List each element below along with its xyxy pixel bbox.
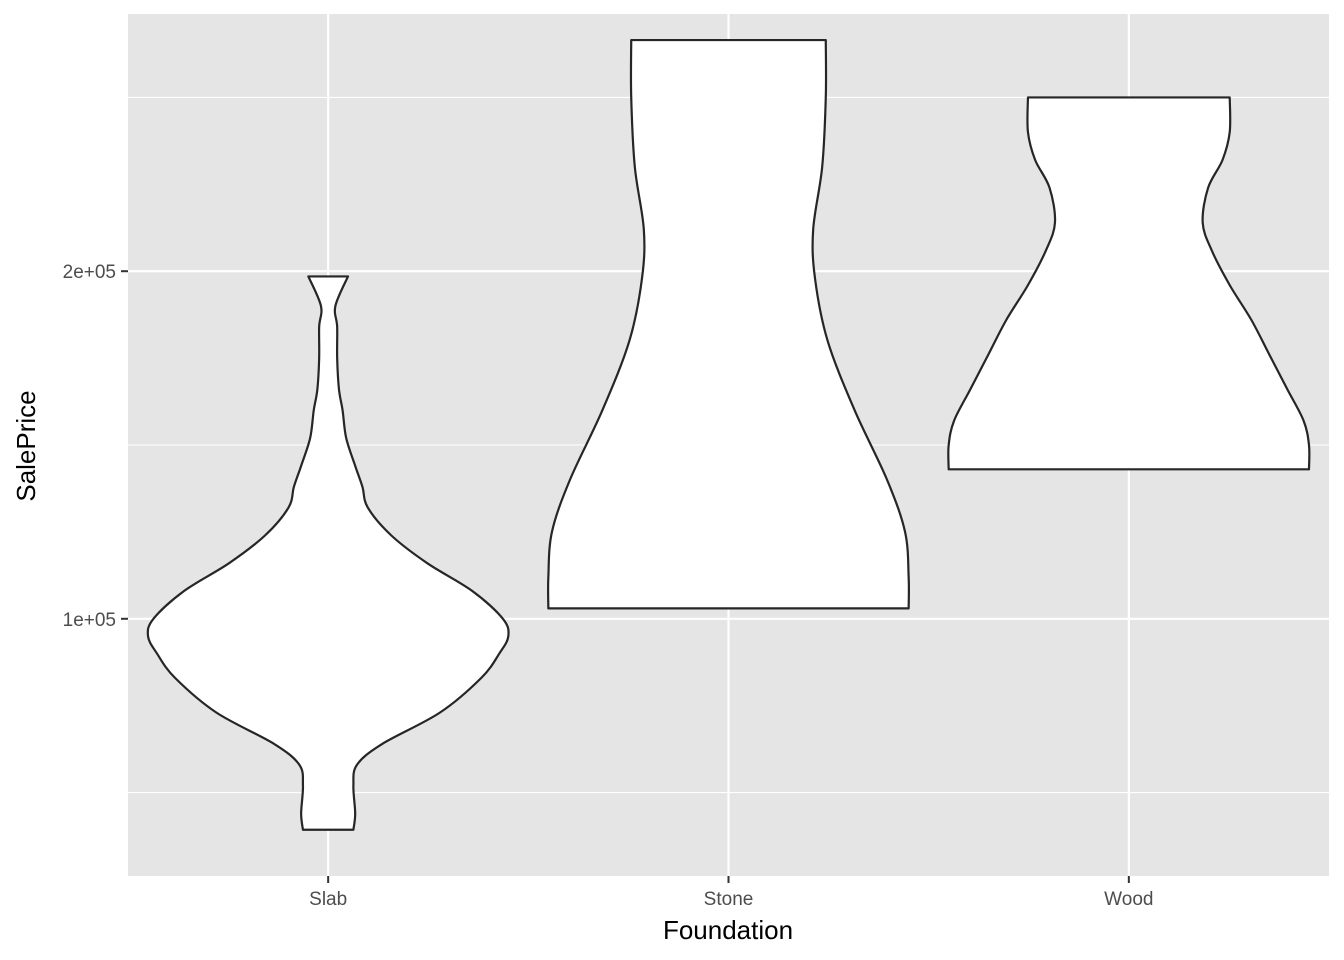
y-axis-title: SalePrice bbox=[11, 390, 41, 501]
violin-slab bbox=[146, 275, 510, 831]
violin-stone bbox=[546, 38, 911, 610]
x-tick-label: Wood bbox=[1104, 889, 1153, 910]
x-tick-label: Stone bbox=[704, 889, 754, 910]
y-tick-label: 2e+05 bbox=[63, 262, 116, 283]
violins bbox=[146, 38, 1311, 831]
y-tick-label: 1e+05 bbox=[63, 610, 116, 631]
violin-wood bbox=[947, 96, 1311, 471]
x-axis: Slab Stone Wood bbox=[309, 876, 1153, 910]
x-axis-title: Foundation bbox=[663, 915, 793, 945]
x-tick-label: Slab bbox=[309, 889, 347, 910]
y-axis: 1e+05 2e+05 bbox=[63, 262, 128, 631]
